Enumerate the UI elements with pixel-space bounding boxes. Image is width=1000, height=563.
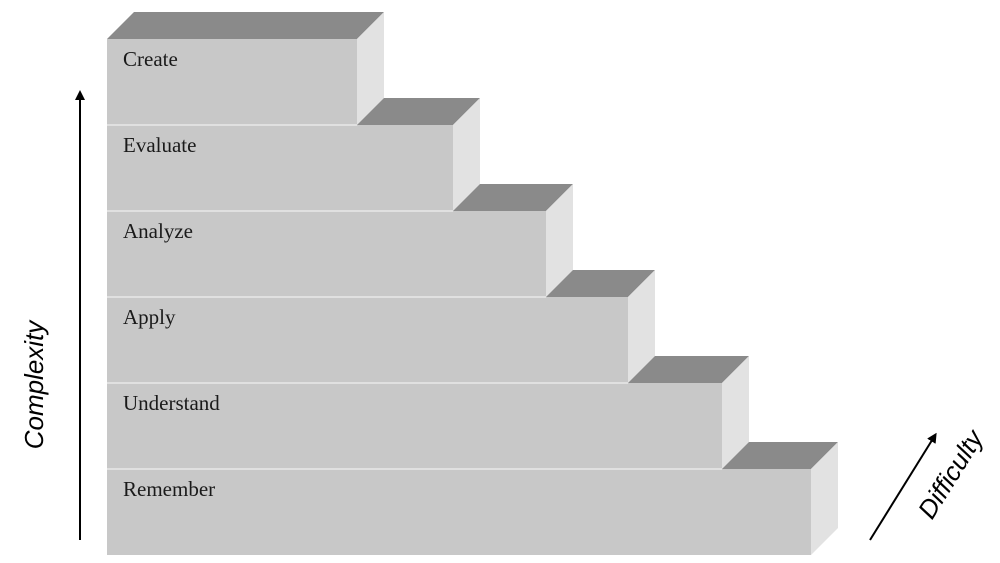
step-front-remember [107,469,811,555]
step-side-remember [811,442,838,555]
step-label-understand: Understand [123,391,220,415]
difficulty-arrow [869,432,937,541]
step-front-evaluate [107,125,453,211]
difficulty-label: Difficulty [912,423,991,524]
step-label-evaluate: Evaluate [123,133,196,157]
step-label-remember: Remember [123,477,215,501]
step-label-create: Create [123,47,178,71]
complexity-label: Complexity [19,319,49,450]
step-side-apply [628,270,655,383]
step-side-create [357,12,384,125]
step-front-analyze [107,211,546,297]
step-side-evaluate [453,98,480,211]
step-label-apply: Apply [123,305,176,329]
step-side-analyze [546,184,573,297]
step-top-create [107,12,384,39]
step-front-apply [107,297,628,383]
step-front-create [107,39,357,125]
step-side-understand [722,356,749,469]
step-label-analyze: Analyze [123,219,193,243]
step-front-understand [107,383,722,469]
steps-layer: Remember Understand Apply Analyze Evaluate Cr… [107,12,838,555]
